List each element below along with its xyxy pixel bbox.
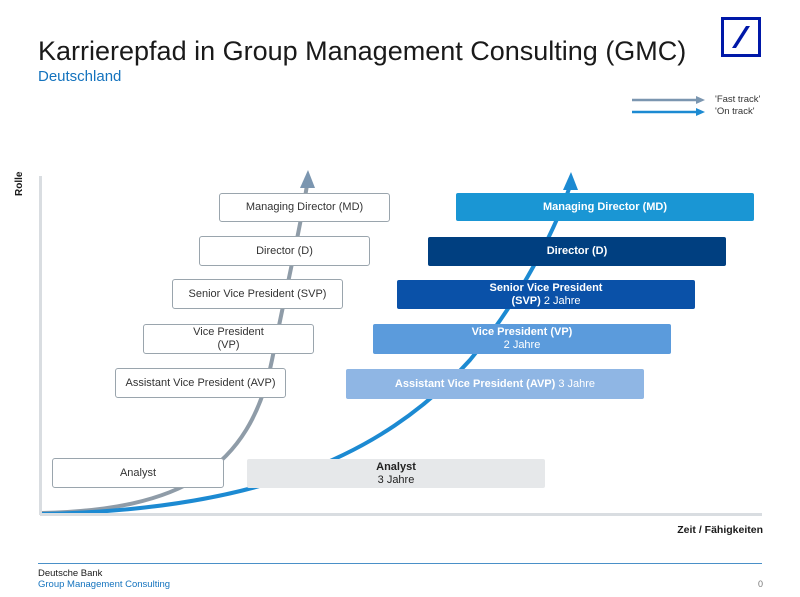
on-track-box-vp: Vice President (VP) 2 Jahre <box>373 324 671 354</box>
on-track-duration-avp: 3 Jahre <box>558 377 596 390</box>
on-track-duration-vp: 2 Jahre <box>503 339 541 351</box>
legend: 'Fast track' 'On track' <box>632 93 782 123</box>
fast-track-label-d: Director (D) <box>256 244 313 257</box>
footer-company: Deutsche Bank <box>38 568 103 579</box>
fast-track-label-svp: Senior Vice President (SVP) <box>188 287 327 300</box>
on-track-box-svp: Senior Vice President (SVP) 2 Jahre <box>397 280 695 309</box>
on-track-duration-svp: 2 Jahre <box>543 294 581 307</box>
x-axis <box>40 513 762 516</box>
fast-track-label-avp: Assistant Vice President (AVP) <box>125 376 276 389</box>
page-subtitle: Deutschland <box>38 68 122 85</box>
on-track-arrow-icon <box>632 108 705 116</box>
fast-track-box-analyst: Analyst <box>52 458 224 488</box>
fast-track-box-avp: Assistant Vice President (AVP) <box>115 368 286 398</box>
on-track-label-vp: Vice President (VP) <box>471 326 573 338</box>
fast-track-box-md: Managing Director (MD) <box>219 193 390 222</box>
page-number: 0 <box>758 579 764 589</box>
legend-fast-track-label: 'Fast track' <box>715 94 761 105</box>
fast-track-box-vp: Vice President (VP) <box>143 324 314 354</box>
on-track-label-svp: Senior Vice President <box>489 281 603 294</box>
on-track-box-d: Director (D) <box>428 237 726 266</box>
on-track-box-analyst: Analyst 3 Jahre <box>247 459 545 488</box>
on-track-label-md: Managing Director (MD) <box>542 200 668 213</box>
fast-track-arrow-icon <box>632 96 705 104</box>
on-track-box-md: Managing Director (MD) <box>456 193 754 221</box>
deutsche-bank-logo <box>721 17 761 57</box>
x-axis-label: Zeit / Fähigkeiten <box>677 524 763 536</box>
on-track-duration-analyst: 3 Jahre <box>377 473 415 486</box>
y-axis-label: Rolle <box>14 171 25 196</box>
footer-divider <box>38 563 762 564</box>
fast-track-label-vp-abbr: (VP) <box>217 339 240 351</box>
legend-arrows <box>632 96 705 116</box>
fast-track-label-vp: Vice President <box>193 326 264 338</box>
footer-department: Group Management Consulting <box>38 579 171 590</box>
fast-track-label-md: Managing Director (MD) <box>245 201 364 213</box>
on-track-label-d: Director (D) <box>546 245 608 257</box>
on-track-label-analyst: Analyst <box>376 460 416 473</box>
on-track-label-svp-abbr: (SVP) <box>511 294 541 307</box>
legend-on-track-label: 'On track' <box>715 106 755 117</box>
on-track-label-avp: Assistant Vice President (AVP) <box>394 377 556 390</box>
logo-slash-icon <box>732 26 750 48</box>
page-title: Karrierepfad in Group Management Consult… <box>38 36 687 66</box>
fast-track-box-svp: Senior Vice President (SVP) <box>172 279 343 309</box>
on-track-box-avp: Assistant Vice President (AVP) 3 Jahre <box>346 369 644 399</box>
fast-track-label-analyst: Analyst <box>119 466 157 479</box>
y-axis <box>39 176 42 515</box>
fast-track-box-d: Director (D) <box>199 236 370 266</box>
